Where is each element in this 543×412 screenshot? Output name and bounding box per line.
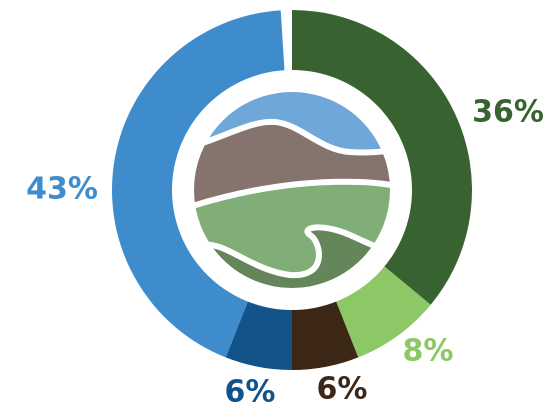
logo bbox=[172, 70, 412, 310]
donut-segment bbox=[225, 299, 292, 370]
data-label: 6% bbox=[317, 372, 368, 407]
data-label: 6% bbox=[225, 375, 276, 410]
donut-segment bbox=[292, 299, 359, 370]
data-label: 36% bbox=[472, 95, 543, 130]
data-label: 8% bbox=[403, 334, 454, 369]
donut-segment bbox=[292, 10, 473, 305]
donut-segment bbox=[112, 10, 285, 358]
logo-landscape bbox=[192, 90, 392, 290]
data-label: 43% bbox=[26, 172, 98, 207]
